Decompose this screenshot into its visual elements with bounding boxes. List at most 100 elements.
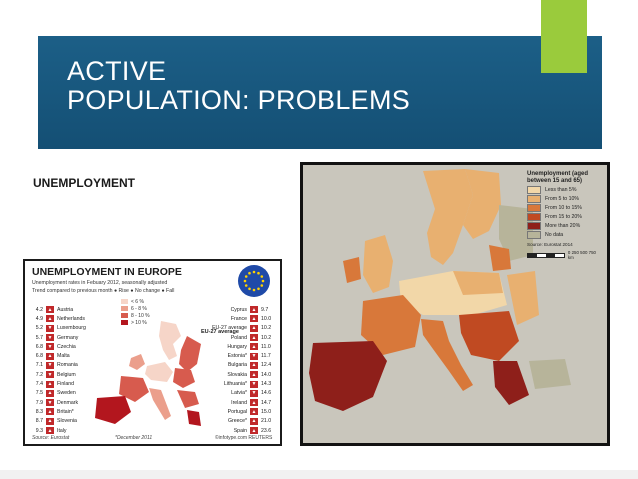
trend-icon: ▼ xyxy=(46,334,54,342)
legend-row: < 6 % xyxy=(121,298,150,305)
europe-map-image xyxy=(303,165,607,443)
infographic-title: UNEMPLOYMENT IN EUROPE xyxy=(32,266,182,278)
country-name: Cyprus xyxy=(230,306,247,313)
country-name: Germany xyxy=(57,334,79,341)
country-name: Romania xyxy=(57,362,78,369)
infographic-footnote: *December 2011 xyxy=(115,435,153,441)
country-name: Slovakia xyxy=(227,371,247,378)
rate-value: 23.6 xyxy=(261,427,272,434)
rate-value: 4.2 xyxy=(35,306,43,313)
legend-row: From 15 to 20% xyxy=(527,212,603,221)
right-country-list: Cyprus ▲ 9.7 France ▲ 10.0 EU-27 average ▲ 10.… xyxy=(212,305,275,435)
trend-icon: ▼ xyxy=(250,380,258,388)
list-item: Ireland ▲ 14.7 xyxy=(212,398,275,407)
accent-tab xyxy=(541,0,587,73)
list-item: Greece* ▲ 21.0 xyxy=(212,417,275,426)
rate-value: 6.8 xyxy=(35,343,43,350)
list-item: 6.8 ▼ Czechia xyxy=(30,342,86,351)
list-item: Lithuania* ▼ 14.3 xyxy=(212,379,275,388)
rate-value: 14.0 xyxy=(261,371,272,378)
rate-value: 11.0 xyxy=(261,343,271,350)
rate-value: 14.7 xyxy=(261,399,272,406)
map-canvas: Unemployment (aged between 15 and 65) Le… xyxy=(303,165,607,443)
rate-value: 5.2 xyxy=(35,325,43,332)
rate-value: 14.6 xyxy=(261,390,272,397)
list-item: 8.7 ▲ Slovenia xyxy=(30,417,86,426)
trend-icon: ▲ xyxy=(46,380,54,388)
country-name: Denmark xyxy=(57,399,79,406)
title-band xyxy=(38,36,602,149)
map-legend-title: Unemployment (aged between 15 and 65) xyxy=(527,171,589,184)
trend-icon: ▲ xyxy=(46,427,54,434)
country-name: Belgium xyxy=(57,371,76,378)
list-item: 7.5 ▲ Sweden xyxy=(30,389,86,398)
trend-icon: ▲ xyxy=(46,389,54,397)
legend-label: From 5 to 10% xyxy=(545,195,580,202)
legend-label: 6 - 8 % xyxy=(131,305,147,312)
rate-value: 7.5 xyxy=(35,390,43,397)
left-country-list: 4.2 ▲ Austria 4.9 ▲ Netherlands 5.2 ▼ Luxembou… xyxy=(30,305,86,435)
list-item: 7.2 ▼ Belgium xyxy=(30,370,86,379)
trend-icon: ▲ xyxy=(250,306,258,314)
country-name: Netherlands xyxy=(57,315,85,322)
title-line-1: ACTIVE xyxy=(67,56,167,86)
legend-label: From 10 to 15% xyxy=(545,204,582,211)
trend-icon: ▼ xyxy=(250,389,258,397)
legend-label: < 6 % xyxy=(131,298,144,305)
country-name: Austria xyxy=(57,306,74,313)
list-item: 7.4 ▲ Finland xyxy=(30,379,86,388)
trend-icon: ▲ xyxy=(46,306,54,314)
country-name: Czechia xyxy=(57,343,76,350)
trend-icon: ▲ xyxy=(250,427,258,434)
rate-value: 8.3 xyxy=(35,408,43,415)
legend-row: 6 - 8 % xyxy=(121,305,150,312)
trend-icon: ▼ xyxy=(250,352,258,360)
list-item: Slovakia ▲ 14.0 xyxy=(212,370,275,379)
list-item: Portugal ▲ 15.0 xyxy=(212,407,275,416)
list-item: France ▲ 10.0 xyxy=(212,314,275,323)
country-name: Poland xyxy=(230,334,247,341)
rate-value: 4.9 xyxy=(35,315,43,322)
infographic-source: Source: Eurostat xyxy=(32,435,70,441)
country-name: Finland xyxy=(57,381,75,388)
list-item: 5.7 ▼ Germany xyxy=(30,333,86,342)
trend-icon: ▲ xyxy=(250,334,258,342)
rate-value: 9.3 xyxy=(35,427,43,434)
map-scale: 0 250 500 750 km xyxy=(527,250,603,260)
list-item: 6.8 ▲ Malta xyxy=(30,351,86,360)
rate-value: 10.0 xyxy=(261,315,272,322)
rate-value: 14.3 xyxy=(261,381,272,388)
trend-icon: ▼ xyxy=(46,343,54,351)
legend-label: No data xyxy=(545,231,564,238)
country-name: France xyxy=(230,315,247,322)
legend-row: 8 - 10 % xyxy=(121,312,150,319)
rate-value: 5.7 xyxy=(35,334,43,341)
unemployment-infographic: UNEMPLOYMENT IN EUROPE Unemployment rate… xyxy=(23,259,282,446)
scale-bar xyxy=(527,252,565,258)
legend-row: No data xyxy=(527,230,603,239)
country-name: Ireland xyxy=(231,399,247,406)
list-item: Spain ▲ 23.6 xyxy=(212,426,275,435)
list-item: 4.9 ▲ Netherlands xyxy=(30,314,86,323)
list-item: Bulgaria ▲ 12.4 xyxy=(212,361,275,370)
country-name: Greece* xyxy=(227,418,247,425)
rate-value: 6.8 xyxy=(35,353,43,360)
list-item: Hungary ▲ 11.0 xyxy=(212,342,275,351)
rate-value: 12.4 xyxy=(261,362,272,369)
trend-icon: ▲ xyxy=(250,399,258,407)
rate-value: 7.4 xyxy=(35,381,43,388)
country-name: Slovenia xyxy=(57,418,77,425)
legend-label: Less than 5% xyxy=(545,186,577,193)
list-item: 7.1 ▼ Romania xyxy=(30,361,86,370)
trend-icon: ▲ xyxy=(46,417,54,425)
trend-icon: ▲ xyxy=(250,324,258,332)
country-name: EU-27 average xyxy=(212,325,247,332)
trend-icon: ▲ xyxy=(250,361,258,369)
trend-icon: ▲ xyxy=(250,315,258,323)
slide-title: ACTIVE POPULATION: PROBLEMS xyxy=(67,57,410,115)
trend-icon: ▲ xyxy=(250,417,258,425)
country-name: Malta xyxy=(57,353,70,360)
trend-icon: ▼ xyxy=(46,371,54,379)
country-name: Sweden xyxy=(57,390,76,397)
